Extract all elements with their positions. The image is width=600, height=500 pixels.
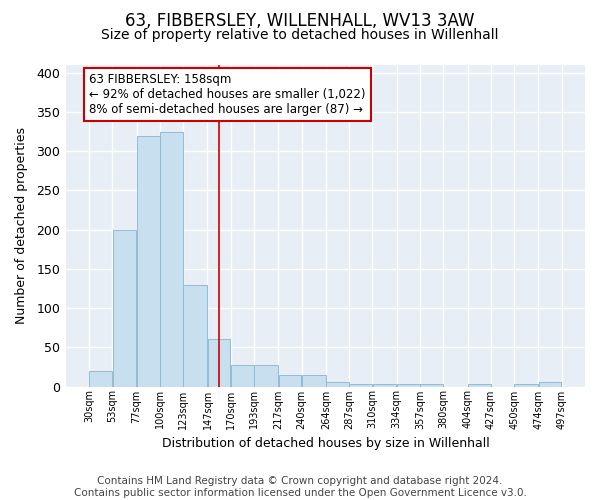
Bar — [326, 382, 349, 386]
Bar — [254, 366, 278, 386]
Bar — [539, 382, 562, 386]
X-axis label: Distribution of detached houses by size in Willenhall: Distribution of detached houses by size … — [161, 437, 489, 450]
Bar — [113, 230, 136, 386]
Bar — [137, 136, 160, 386]
Text: Contains HM Land Registry data © Crown copyright and database right 2024.
Contai: Contains HM Land Registry data © Crown c… — [74, 476, 526, 498]
Bar — [349, 384, 372, 386]
Bar — [89, 371, 112, 386]
Y-axis label: Number of detached properties: Number of detached properties — [15, 128, 28, 324]
Bar — [468, 384, 491, 386]
Bar — [397, 384, 420, 386]
Bar — [231, 366, 254, 386]
Text: Size of property relative to detached houses in Willenhall: Size of property relative to detached ho… — [101, 28, 499, 42]
Bar — [420, 384, 443, 386]
Text: 63, FIBBERSLEY, WILLENHALL, WV13 3AW: 63, FIBBERSLEY, WILLENHALL, WV13 3AW — [125, 12, 475, 30]
Bar — [514, 384, 538, 386]
Bar — [278, 375, 301, 386]
Text: 63 FIBBERSLEY: 158sqm
← 92% of detached houses are smaller (1,022)
8% of semi-de: 63 FIBBERSLEY: 158sqm ← 92% of detached … — [89, 73, 365, 116]
Bar — [208, 340, 230, 386]
Bar — [302, 375, 326, 386]
Bar — [373, 384, 397, 386]
Bar — [184, 284, 207, 386]
Bar — [160, 132, 183, 386]
